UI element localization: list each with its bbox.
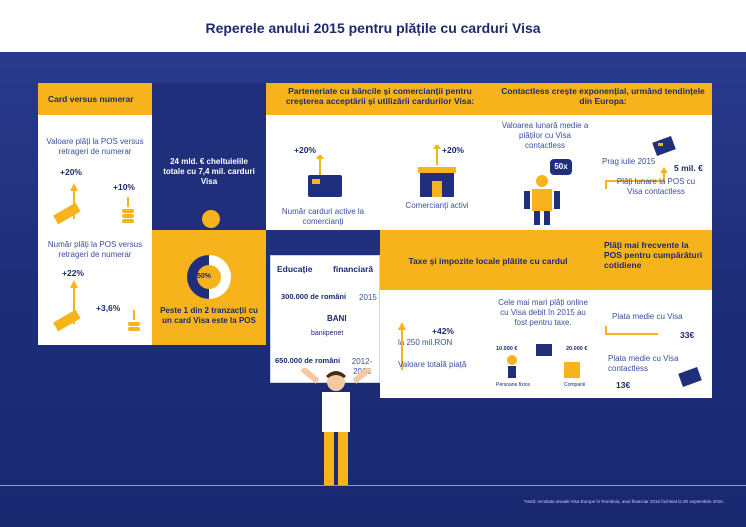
tax-market-cell: +42% la 250 mil.RON Valoare totală piață bbox=[380, 290, 490, 398]
card-vs-cash-header: Card versus numerar bbox=[38, 83, 152, 115]
contactless-heading: Contactless crește exponențial, urmând t… bbox=[501, 86, 705, 106]
cards-active-cell: +20% Număr carduri active la comercianți bbox=[266, 115, 380, 230]
pct-cards: +20% bbox=[294, 145, 316, 155]
half-label: 50% bbox=[197, 273, 212, 280]
shop-icon bbox=[418, 145, 456, 197]
pos-count-cell: Număr plăți la POS versus retrageri de n… bbox=[38, 230, 152, 345]
visa-avg-amount: 33€ bbox=[680, 330, 695, 340]
tax-online-cell: Cele mai mari plăți online cu Visa debit… bbox=[490, 290, 596, 398]
visa-card-icon bbox=[308, 155, 342, 197]
pct-a: +20% bbox=[60, 167, 82, 177]
taxes-header: Taxe și impozite locale plătite cu cardu… bbox=[380, 230, 596, 290]
bani-logo: BANI bbox=[327, 314, 347, 323]
visa-avg-arrow bbox=[605, 326, 658, 335]
times-badge: 50x bbox=[550, 159, 572, 175]
growth-arrow-2 bbox=[398, 322, 406, 370]
frequent-header: Plăți mai frecvente la POS pentru cumpăr… bbox=[596, 230, 712, 290]
frequent-heading: Plăți mai frecvente la POS pentru cumpăr… bbox=[604, 240, 703, 270]
superhero-icon bbox=[524, 175, 560, 225]
person-figure bbox=[300, 368, 372, 485]
persons-and-buildings-icon bbox=[507, 344, 580, 378]
spend-cell: 24 mld. € cheltuielile totale cu 7,4 mil… bbox=[152, 115, 266, 230]
puzzle-knob bbox=[202, 210, 220, 228]
contactless-card-icon bbox=[652, 136, 676, 156]
contactless-avg-amount: 13€ bbox=[616, 380, 631, 390]
taxes-heading: Taxe și impozite locale plătite cu cardu… bbox=[408, 256, 568, 266]
contactless-pos-text: Plăți lunare la POS cu Visa contactless bbox=[616, 177, 696, 196]
navy-header-block bbox=[152, 83, 266, 115]
contactless-card-icon-2 bbox=[678, 367, 702, 387]
merchants-text: Comercianți activi bbox=[405, 201, 469, 210]
tax-pct: +42% bbox=[432, 326, 454, 336]
pct-b: +10% bbox=[113, 182, 135, 192]
contactless-monthly-cell: Valoarea lunară medie a plăților cu Visa… bbox=[494, 115, 596, 230]
cards-active-text: Număr carduri active la comercianți bbox=[281, 207, 365, 226]
half-pos-cell: 50% Peste 1 din 2 tranzacții cu un card … bbox=[152, 230, 266, 345]
tax-amount: la 250 mil.RON bbox=[398, 338, 453, 347]
education-card: Educație financiară 300.000 de români 20… bbox=[270, 255, 380, 383]
co-label: Companii bbox=[564, 382, 586, 388]
education-heading-a: Educație bbox=[277, 264, 313, 274]
footnote: *Notă: rezultate anuale Visa Europe în R… bbox=[523, 499, 724, 504]
card-and-coins-icon-2 bbox=[53, 280, 140, 332]
pct-d: +3,6% bbox=[96, 303, 121, 313]
pct-c: +22% bbox=[62, 268, 84, 278]
co-amount: 20.000 € bbox=[566, 346, 588, 352]
visa-avg-label: Plata medie cu Visa bbox=[612, 312, 683, 321]
half-text: Peste 1 din 2 tranzacții cu un card Visa… bbox=[160, 306, 258, 325]
half-pie-icon bbox=[187, 255, 231, 299]
pf-label: Persoane fizice bbox=[496, 382, 531, 388]
partnerships-header: Parteneriate cu băncile și comercianții … bbox=[266, 83, 494, 115]
contactless-amount: 5 mil. € bbox=[674, 163, 703, 173]
footer-line bbox=[0, 485, 746, 486]
card-and-coins-icon bbox=[53, 183, 134, 225]
education-heading-b: financiară bbox=[333, 264, 374, 274]
avg-payment-cell: Plata medie cu Visa 33€ Plata medie cu V… bbox=[596, 290, 712, 398]
pct-merchants: +20% bbox=[442, 145, 464, 155]
contactless-threshold-cell: Prag iulie 2015 5 mil. € Plăți lunare la… bbox=[596, 115, 712, 230]
pos-value-cell: Valoare plăți la POS versus retrageri de… bbox=[38, 115, 152, 230]
spend-text: 24 mld. € cheltuielile totale cu 7,4 mil… bbox=[163, 157, 255, 186]
pos-value-text: Valoare plăți la POS versus retrageri de… bbox=[46, 137, 144, 156]
pf-amount: 10.000 € bbox=[496, 346, 518, 352]
tax-market: Valoare totală piață bbox=[398, 360, 467, 369]
education-n1: 300.000 de români bbox=[281, 292, 347, 301]
growth-arrow bbox=[605, 167, 668, 189]
contactless-monthly-text: Valoarea lunară medie a plăților cu Visa… bbox=[501, 121, 589, 150]
education-n2: 650.000 de români bbox=[275, 356, 341, 365]
contactless-header: Contactless crește exponențial, urmând t… bbox=[494, 83, 712, 115]
baniipenet-logo: baniipenet bbox=[311, 330, 344, 337]
card-vs-cash-heading: Card versus numerar bbox=[48, 94, 134, 104]
contactless-avg-label: Plata medie cu Visa contactless bbox=[608, 354, 679, 373]
partnerships-heading: Parteneriate cu băncile și comercianții … bbox=[285, 86, 475, 106]
merchants-cell: +20% Comercianți activi bbox=[380, 115, 494, 230]
prag-text: Prag iulie 2015 bbox=[602, 157, 656, 166]
pos-count-text: Număr plăți la POS versus retrageri de n… bbox=[47, 240, 143, 259]
tax-biggest: Cele mai mari plăți online cu Visa debit… bbox=[498, 298, 588, 327]
education-y1: 2015 bbox=[359, 293, 377, 302]
page-title: Reperele anului 2015 pentru plățile cu c… bbox=[205, 20, 541, 36]
